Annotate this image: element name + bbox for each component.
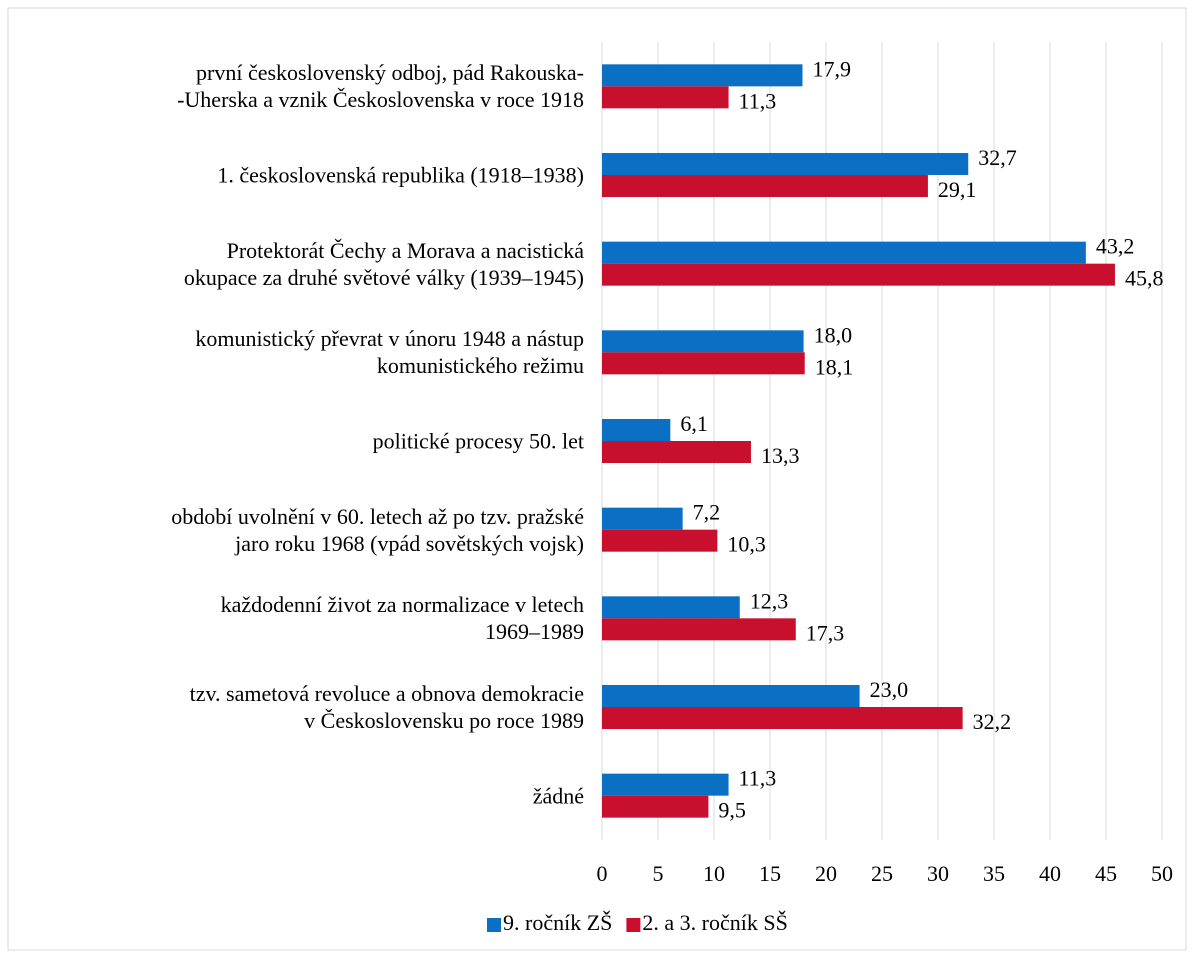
value-label: 13,3 bbox=[761, 443, 800, 468]
category-label: politické procesy 50. let bbox=[372, 428, 584, 454]
bar bbox=[602, 175, 928, 197]
category-label: žádné bbox=[532, 783, 584, 809]
value-label: 12,3 bbox=[750, 588, 789, 613]
value-label: 32,2 bbox=[973, 709, 1012, 734]
bar bbox=[602, 352, 805, 375]
value-label: 23,0 bbox=[870, 677, 909, 702]
bar bbox=[602, 263, 1115, 286]
x-tick-label: 40 bbox=[1039, 861, 1061, 886]
value-label: 18,1 bbox=[815, 354, 854, 379]
value-label: 29,1 bbox=[938, 177, 977, 202]
value-label: 11,3 bbox=[739, 766, 777, 791]
category-label: komunistický převrat v únoru 1948 a nást… bbox=[195, 326, 584, 379]
bar bbox=[602, 419, 671, 441]
x-tick-label: 5 bbox=[653, 861, 664, 886]
x-tick-label: 35 bbox=[983, 861, 1005, 886]
value-label: 43,2 bbox=[1096, 234, 1135, 259]
value-label: 6,1 bbox=[680, 411, 708, 436]
x-tick-label: 0 bbox=[597, 861, 608, 886]
value-label: 18,0 bbox=[814, 322, 853, 347]
value-label: 9,5 bbox=[718, 798, 746, 823]
bar bbox=[602, 529, 718, 552]
value-label: 17,9 bbox=[812, 56, 851, 81]
value-label: 45,8 bbox=[1125, 266, 1164, 291]
value-label: 17,3 bbox=[806, 620, 845, 645]
x-tick-label: 25 bbox=[871, 861, 893, 886]
legend-swatch bbox=[626, 918, 641, 932]
value-label: 32,7 bbox=[978, 145, 1017, 170]
bar bbox=[602, 707, 963, 729]
x-tick-label: 30 bbox=[927, 861, 949, 886]
x-tick-label: 20 bbox=[815, 861, 837, 886]
value-label: 10,3 bbox=[727, 532, 766, 557]
bar bbox=[602, 330, 804, 353]
x-tick-label: 50 bbox=[1151, 861, 1173, 886]
category-label: tzv. sametová revoluce a obnova demokrac… bbox=[189, 681, 584, 733]
category-label: každodenní život za normalizace v letech… bbox=[220, 592, 584, 645]
bar bbox=[602, 441, 751, 463]
x-tick-label: 10 bbox=[703, 861, 725, 886]
bar bbox=[602, 773, 729, 796]
bar bbox=[602, 64, 803, 87]
bar bbox=[602, 153, 969, 175]
bar bbox=[602, 241, 1086, 264]
bar bbox=[602, 507, 683, 530]
bar bbox=[602, 596, 740, 619]
category-label: první československý odboj, pád Rakouska… bbox=[177, 60, 584, 113]
value-label: 7,2 bbox=[693, 500, 721, 525]
category-label: období uvolnění v 60. letech až po tzv. … bbox=[171, 503, 584, 556]
category-label: Protektorát Čechy a Morava a nacistická … bbox=[183, 237, 584, 290]
legend-label: 2. a 3. ročník SŠ bbox=[642, 910, 787, 935]
x-tick-label: 45 bbox=[1095, 861, 1117, 886]
legend-label: 9. ročník ZŠ bbox=[503, 910, 612, 935]
value-label: 11,3 bbox=[739, 88, 777, 113]
bar bbox=[602, 685, 860, 707]
bar bbox=[602, 618, 796, 641]
bar bbox=[602, 795, 709, 818]
category-label: 1. československá republika (1918–1938) bbox=[217, 162, 584, 188]
legend-swatch bbox=[487, 918, 501, 932]
bar bbox=[602, 86, 729, 109]
chart-border bbox=[7, 7, 1187, 951]
x-tick-label: 15 bbox=[759, 861, 781, 886]
